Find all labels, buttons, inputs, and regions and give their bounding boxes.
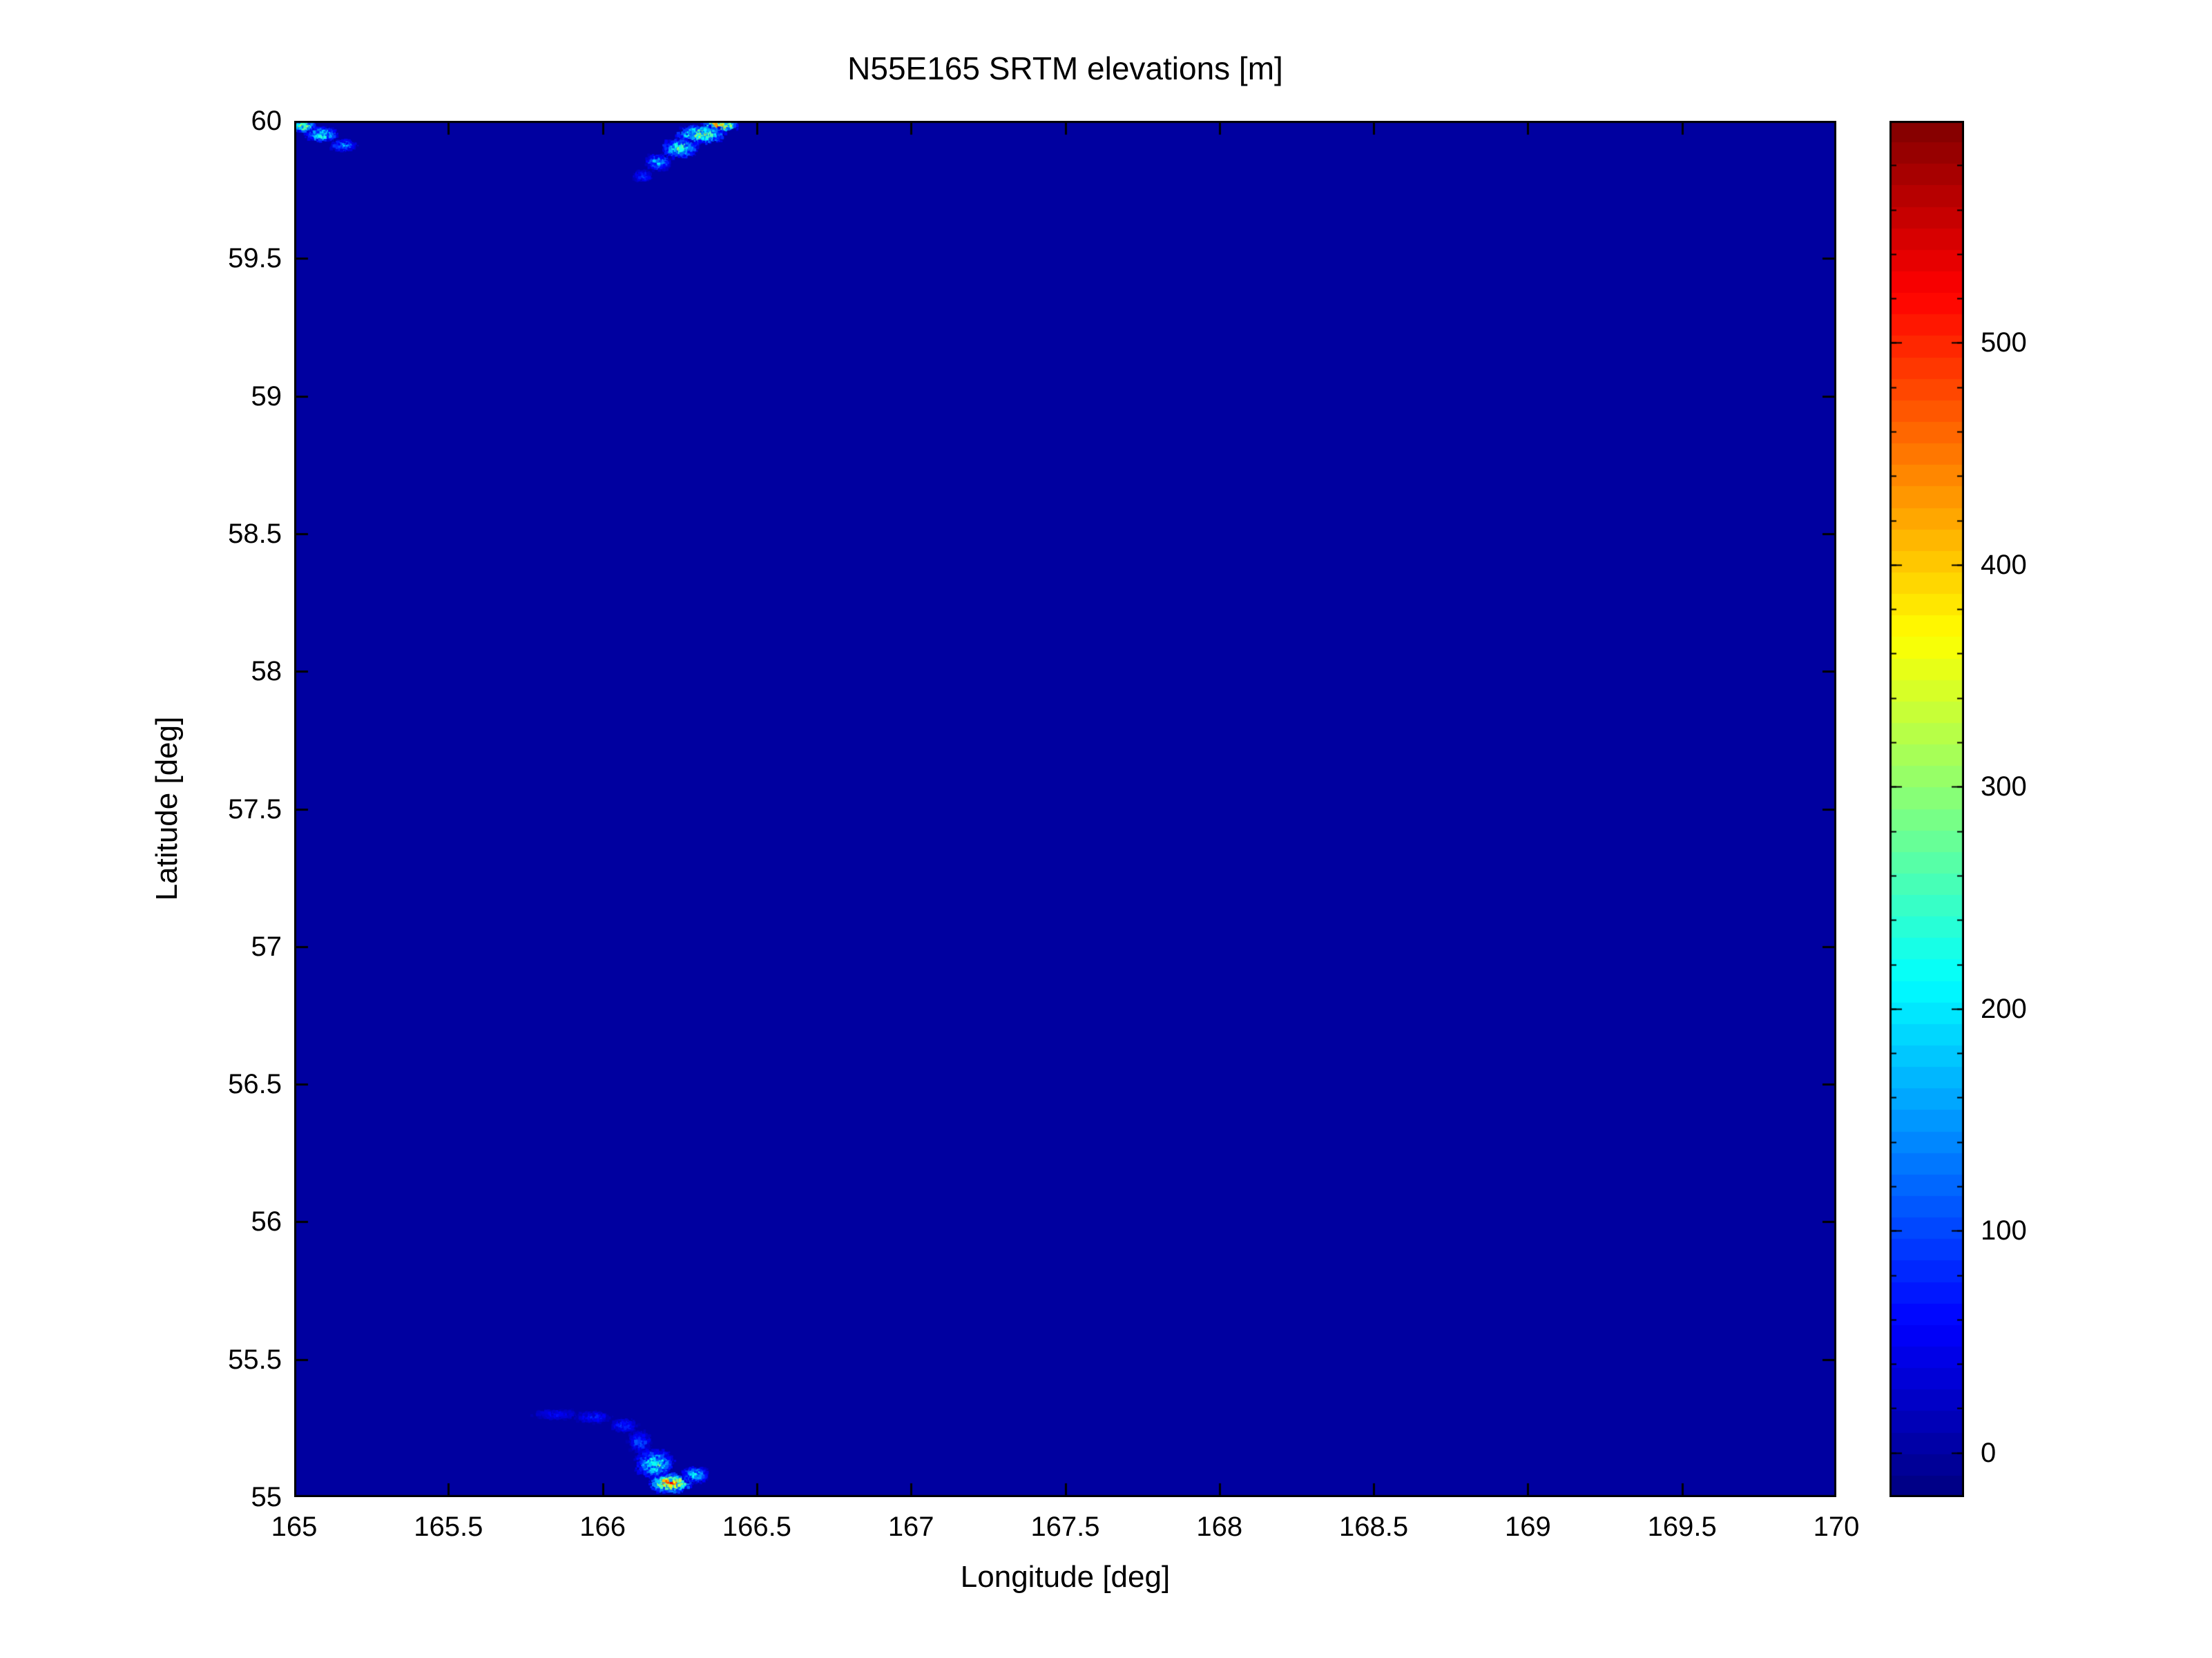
colorbar-tick-label: 100 (1981, 1215, 2027, 1246)
x-tick-label: 168 (1196, 1512, 1243, 1542)
colorbar-tick-label: 0 (1981, 1437, 1997, 1468)
x-tick-label: 167.5 (1030, 1512, 1100, 1542)
x-tick-label: 166 (579, 1512, 626, 1542)
y-tick-label: 57 (251, 931, 282, 962)
x-tick-label: 166.5 (722, 1512, 791, 1542)
x-axis-label: Longitude [deg] (960, 1560, 1171, 1594)
y-tick-label: 58.5 (228, 518, 282, 549)
y-tick-label: 56 (251, 1206, 282, 1237)
y-tick-label: 59.5 (228, 243, 282, 274)
colorbar (1889, 121, 1964, 1497)
x-tick-label: 168.5 (1339, 1512, 1409, 1542)
y-tick-label: 60 (251, 106, 282, 136)
colorbar-tick-label: 300 (1981, 771, 2027, 802)
y-tick-label: 57.5 (228, 793, 282, 825)
y-tick-label: 59 (251, 380, 282, 412)
y-tick-label: 55.5 (228, 1344, 282, 1375)
chart-title: N55E165 SRTM elevations [m] (847, 50, 1283, 86)
y-tick-label: 58 (251, 656, 282, 687)
x-tick-label: 165 (271, 1512, 318, 1542)
colorbar-tick-label: 400 (1981, 549, 2027, 580)
x-tick-label: 165.5 (414, 1512, 483, 1542)
x-tick-label: 169 (1505, 1512, 1551, 1542)
colorbar-tick-label: 500 (1981, 327, 2027, 358)
x-tick-label: 167 (887, 1512, 934, 1542)
y-tick-label: 56.5 (228, 1069, 282, 1100)
colorbar-tick-label: 200 (1981, 993, 2027, 1024)
x-tick-label: 169.5 (1647, 1512, 1717, 1542)
x-tick-label: 170 (1813, 1512, 1860, 1542)
heatmap-plot (294, 121, 1836, 1497)
y-tick-label: 55 (251, 1482, 282, 1512)
